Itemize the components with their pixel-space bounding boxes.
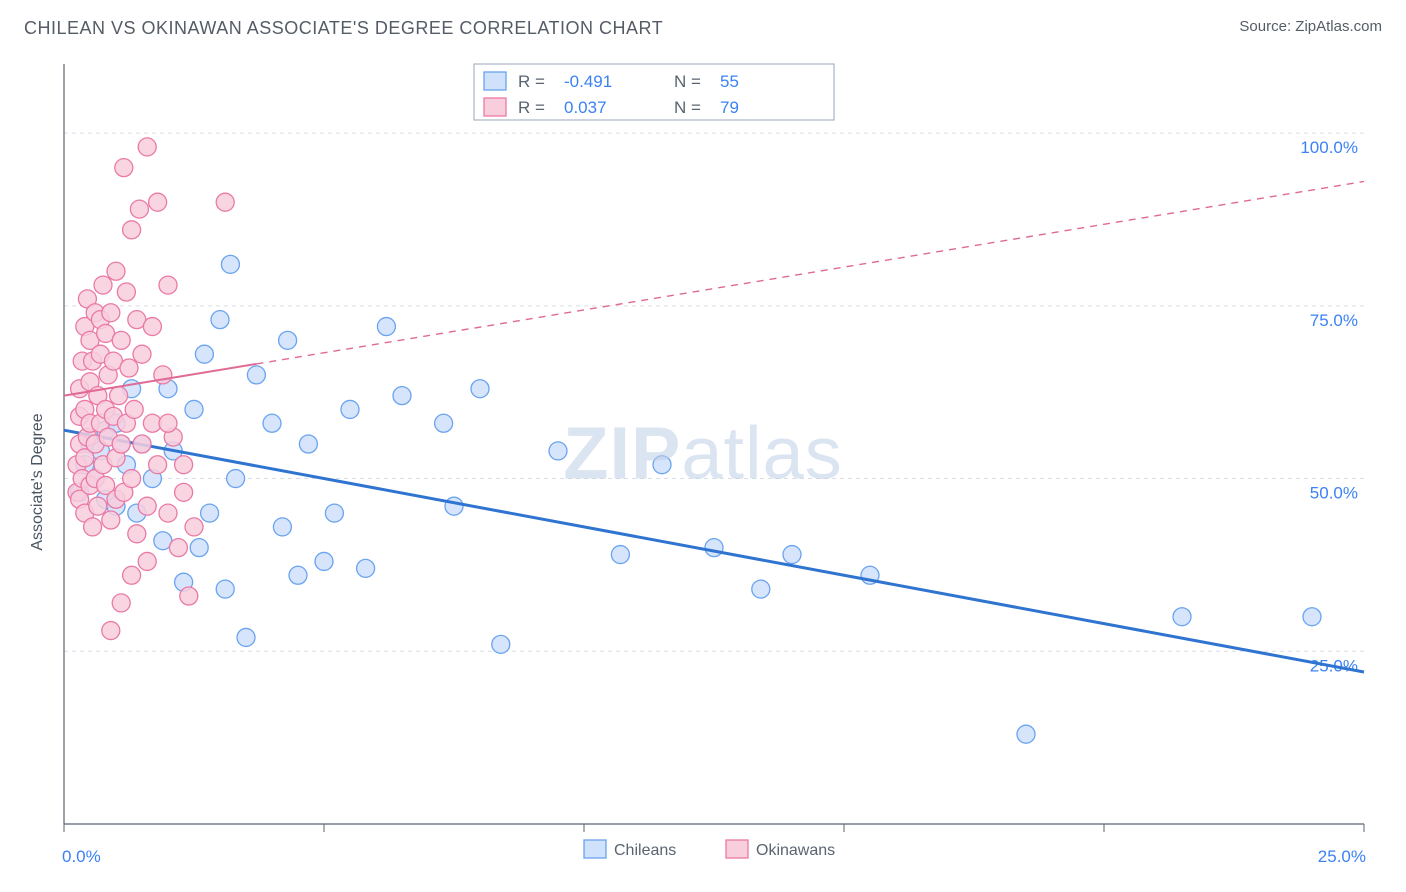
svg-text:Okinawans: Okinawans xyxy=(756,842,835,859)
svg-text:50.0%: 50.0% xyxy=(1310,484,1358,503)
source-label: Source: ZipAtlas.com xyxy=(1239,18,1382,35)
svg-text:25.0%: 25.0% xyxy=(1318,847,1366,866)
source-link[interactable]: ZipAtlas.com xyxy=(1295,18,1382,35)
svg-text:R =: R = xyxy=(518,98,545,117)
svg-text:-0.491: -0.491 xyxy=(564,72,612,91)
svg-text:75.0%: 75.0% xyxy=(1310,311,1358,330)
svg-text:55: 55 xyxy=(720,72,739,91)
chart-title: CHILEAN VS OKINAWAN ASSOCIATE'S DEGREE C… xyxy=(24,18,663,39)
svg-text:Associate's Degree: Associate's Degree xyxy=(29,413,46,550)
svg-text:100.0%: 100.0% xyxy=(1300,138,1358,157)
svg-text:0.0%: 0.0% xyxy=(62,847,101,866)
svg-text:0.037: 0.037 xyxy=(564,98,607,117)
svg-text:N =: N = xyxy=(674,98,701,117)
svg-text:R =: R = xyxy=(518,72,545,91)
svg-text:Chileans: Chileans xyxy=(614,842,676,859)
scatter-chart: 25.0%50.0%75.0%100.0%0.0%25.0%Associate'… xyxy=(24,56,1382,884)
chart-container: ZIPatlas 25.0%50.0%75.0%100.0%0.0%25.0%A… xyxy=(24,56,1382,884)
svg-text:N =: N = xyxy=(674,72,701,91)
svg-text:79: 79 xyxy=(720,98,739,117)
